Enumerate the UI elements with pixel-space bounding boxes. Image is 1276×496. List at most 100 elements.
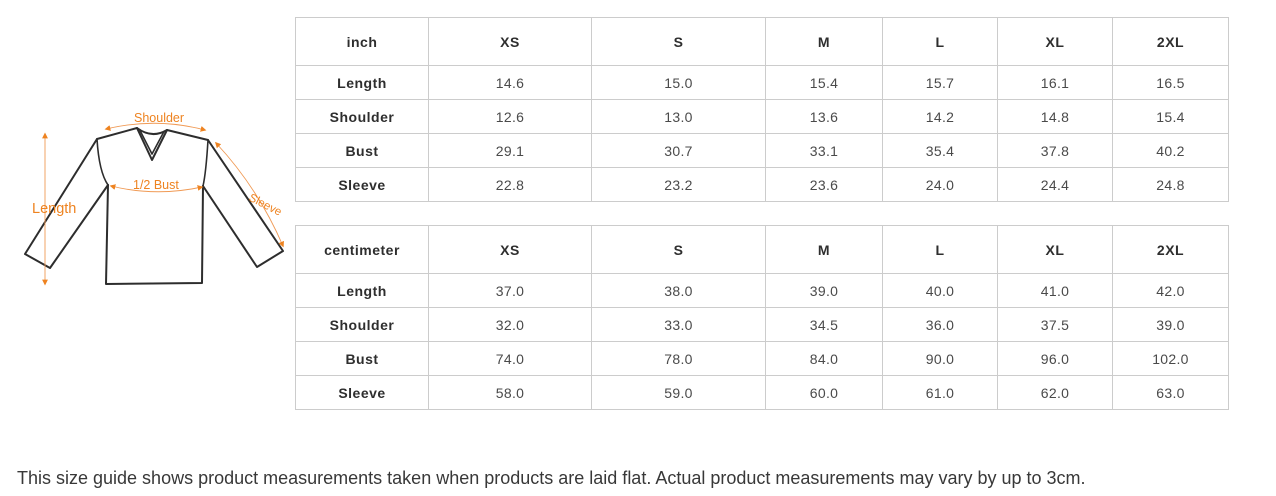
measurement-cell: 16.1 xyxy=(997,65,1113,100)
measurement-cell: 33.0 xyxy=(591,307,766,342)
measurement-cell: 34.5 xyxy=(765,307,883,342)
measurement-annotations: Shoulder Length 1/2 Bust Sleeve xyxy=(32,111,284,286)
measurement-cell: 61.0 xyxy=(882,375,998,410)
row-label: Bust xyxy=(295,133,429,168)
shirt-right-armhole-seam xyxy=(202,139,209,187)
measurement-cell: 23.2 xyxy=(591,167,766,202)
measurement-cell: 24.8 xyxy=(1112,167,1229,202)
measurement-cell: 37.8 xyxy=(997,133,1113,168)
measurement-cell: 41.0 xyxy=(997,273,1113,308)
table-row-length: Length 37.0 38.0 39.0 40.0 41.0 42.0 xyxy=(295,273,1229,308)
row-label: Sleeve xyxy=(295,375,429,410)
table-row-sleeve: Sleeve 58.0 59.0 60.0 61.0 62.0 63.0 xyxy=(295,375,1229,410)
shirt-body xyxy=(105,184,204,285)
measurement-cell: 16.5 xyxy=(1112,65,1229,100)
measurement-cell: 58.0 xyxy=(428,375,592,410)
measurement-cell: 24.0 xyxy=(882,167,998,202)
measurement-cell: 90.0 xyxy=(882,341,998,376)
row-label: Sleeve xyxy=(295,167,429,202)
shoulder-label: Shoulder xyxy=(134,111,184,125)
size-header-xl: XL xyxy=(997,17,1113,66)
measurement-cell: 15.0 xyxy=(591,65,766,100)
row-label: Shoulder xyxy=(295,99,429,134)
measurement-cell: 96.0 xyxy=(997,341,1113,376)
shirt-right-shoulder-line xyxy=(166,129,209,141)
measurement-cell: 60.0 xyxy=(765,375,883,410)
bust-arrow xyxy=(109,184,204,193)
measurement-cell: 102.0 xyxy=(1112,341,1229,376)
measurement-cell: 42.0 xyxy=(1112,273,1229,308)
size-header-l: L xyxy=(882,17,998,66)
measurement-cell: 14.8 xyxy=(997,99,1113,134)
measurement-cell: 15.7 xyxy=(882,65,998,100)
measurement-cell: 24.4 xyxy=(997,167,1113,202)
size-header-l: L xyxy=(882,225,998,274)
measurement-cell: 12.6 xyxy=(428,99,592,134)
measurement-cell: 29.1 xyxy=(428,133,592,168)
table-row-bust: Bust 74.0 78.0 84.0 90.0 96.0 102.0 xyxy=(295,341,1229,376)
measurement-cell: 39.0 xyxy=(1112,307,1229,342)
table-row-bust: Bust 29.1 30.7 33.1 35.4 37.8 40.2 xyxy=(295,133,1229,168)
measurement-cell: 36.0 xyxy=(882,307,998,342)
size-header-m: M xyxy=(765,225,883,274)
measurement-cell: 14.6 xyxy=(428,65,592,100)
table-row-shoulder: Shoulder 12.6 13.0 13.6 14.2 14.8 15.4 xyxy=(295,99,1229,134)
measurement-cell: 13.6 xyxy=(765,99,883,134)
size-header-xl: XL xyxy=(997,225,1113,274)
size-header-xs: XS xyxy=(428,225,592,274)
measurement-cell: 39.0 xyxy=(765,273,883,308)
unit-label: inch xyxy=(295,17,429,66)
row-label: Length xyxy=(295,273,429,308)
row-label: Length xyxy=(295,65,429,100)
size-header-s: S xyxy=(591,225,766,274)
measurement-cell: 30.7 xyxy=(591,133,766,168)
size-header-2xl: 2XL xyxy=(1112,17,1229,66)
sleeve-arrow xyxy=(215,141,284,248)
size-header-2xl: 2XL xyxy=(1112,225,1229,274)
measurement-cell: 74.0 xyxy=(428,341,592,376)
measurement-cell: 38.0 xyxy=(591,273,766,308)
sleeve-label: Sleeve xyxy=(247,192,284,219)
measurement-cell: 35.4 xyxy=(882,133,998,168)
shirt-vneck-outer xyxy=(136,127,168,161)
measurement-cell: 78.0 xyxy=(591,341,766,376)
header-row: centimeter XS S M L XL 2XL xyxy=(295,225,1229,274)
table-row-length: Length 14.6 15.0 15.4 15.7 16.1 16.5 xyxy=(295,65,1229,100)
size-guide-disclaimer: This size guide shows product measuremen… xyxy=(17,468,1086,488)
measurement-cell: 37.0 xyxy=(428,273,592,308)
measurement-cell: 37.5 xyxy=(997,307,1113,342)
size-header-m: M xyxy=(765,17,883,66)
unit-label: centimeter xyxy=(295,225,429,274)
size-table-centimeter: centimeter XS S M L XL 2XL Length 37.0 3… xyxy=(295,225,1229,410)
row-label: Bust xyxy=(295,341,429,376)
size-tables: inch XS S M L XL 2XL Length 14.6 15.0 15… xyxy=(295,17,1229,410)
table-row-shoulder: Shoulder 32.0 33.0 34.5 36.0 37.5 39.0 xyxy=(295,307,1229,342)
measurement-cell: 15.4 xyxy=(1112,99,1229,134)
measurement-cell: 84.0 xyxy=(765,341,883,376)
shoulder-arrow xyxy=(104,122,207,132)
row-label: Shoulder xyxy=(295,307,429,342)
measurement-cell: 59.0 xyxy=(591,375,766,410)
half-bust-label: 1/2 Bust xyxy=(133,178,179,192)
measurement-cell: 40.0 xyxy=(882,273,998,308)
shirt-left-armhole-seam xyxy=(96,138,109,186)
header-row: inch XS S M L XL 2XL xyxy=(295,17,1229,66)
measurement-cell: 62.0 xyxy=(997,375,1113,410)
size-table-inch: inch XS S M L XL 2XL Length 14.6 15.0 15… xyxy=(295,17,1229,202)
size-header-s: S xyxy=(591,17,766,66)
measurement-cell: 15.4 xyxy=(765,65,883,100)
measurement-cell: 63.0 xyxy=(1112,375,1229,410)
measurement-cell: 22.8 xyxy=(428,167,592,202)
size-header-xs: XS xyxy=(428,17,592,66)
shirt-vneck-inner xyxy=(139,129,165,155)
measurement-cell: 23.6 xyxy=(765,167,883,202)
shirt-left-shoulder-line xyxy=(96,127,138,140)
measurement-cell: 14.2 xyxy=(882,99,998,134)
shirt-measurement-diagram: Shoulder Length 1/2 Bust Sleeve xyxy=(24,111,284,286)
shirt-left-sleeve xyxy=(24,138,109,269)
measurement-cell: 33.1 xyxy=(765,133,883,168)
length-label: Length xyxy=(32,201,76,217)
measurement-cell: 13.0 xyxy=(591,99,766,134)
measurement-cell: 32.0 xyxy=(428,307,592,342)
